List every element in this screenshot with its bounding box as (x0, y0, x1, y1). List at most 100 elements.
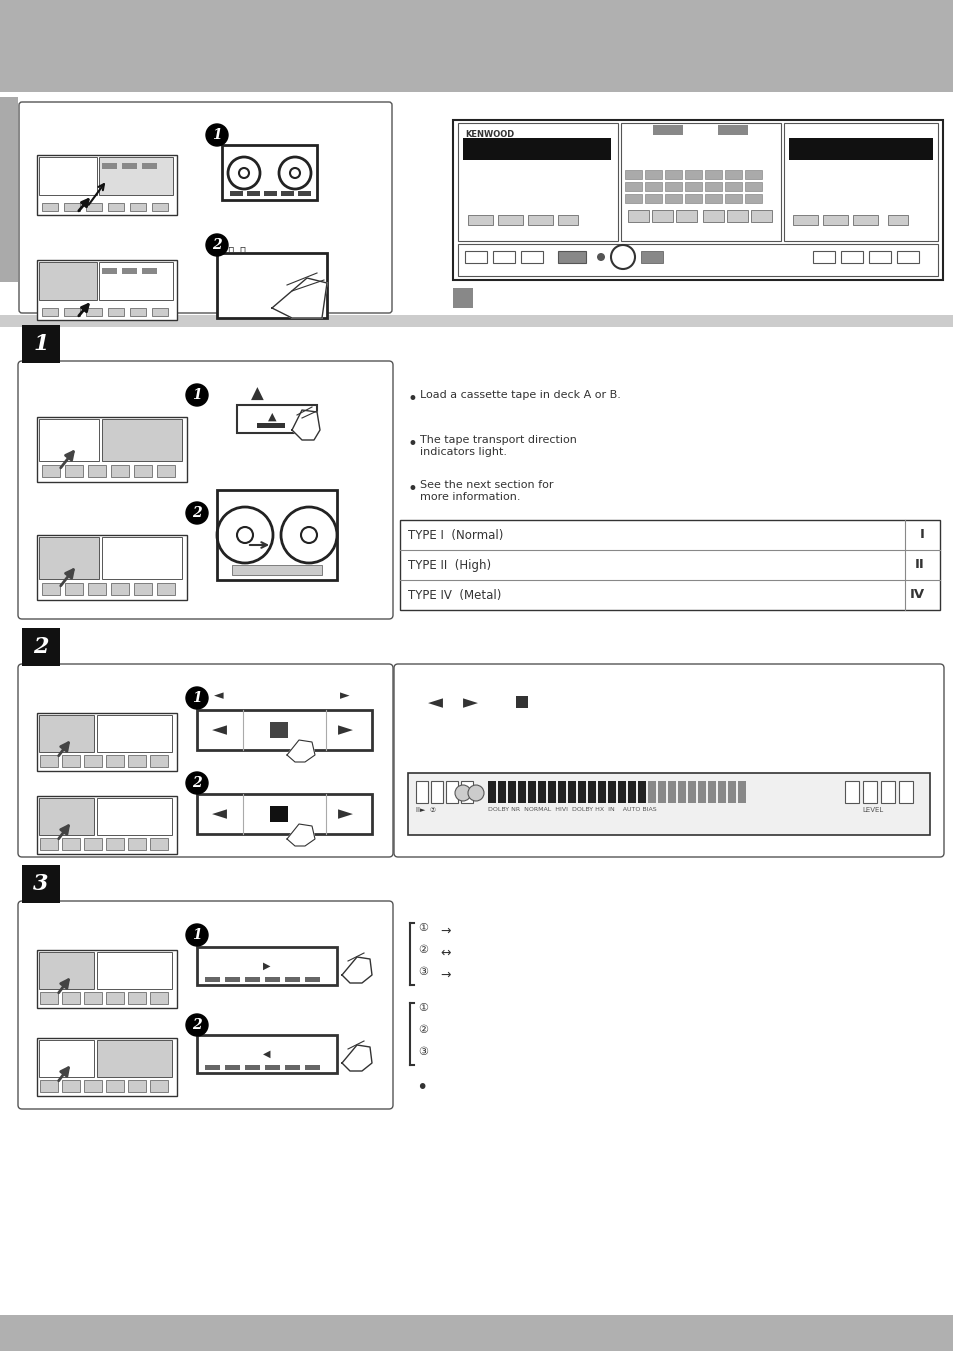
Bar (724, 195, 741, 203)
Bar (133, 465, 152, 477)
Bar (108, 308, 124, 316)
Bar (726, 209, 747, 222)
Bar (247, 190, 260, 196)
Bar (652, 126, 682, 135)
Bar (558, 251, 585, 263)
Bar (822, 215, 847, 226)
Bar (106, 992, 124, 1004)
Circle shape (186, 771, 208, 794)
Bar (788, 138, 932, 159)
Circle shape (236, 527, 253, 543)
Text: ◄: ◄ (212, 804, 226, 824)
Bar (744, 182, 761, 190)
Text: ▲: ▲ (268, 412, 276, 422)
Bar (457, 123, 618, 240)
Bar (39, 798, 94, 835)
Text: II►  ⑦: II► ⑦ (416, 807, 436, 813)
Circle shape (186, 384, 208, 407)
Polygon shape (341, 957, 372, 984)
Bar (305, 977, 319, 982)
Bar (86, 203, 102, 211)
Bar (462, 162, 610, 212)
Circle shape (468, 785, 483, 801)
Bar (896, 251, 918, 263)
Bar (704, 195, 721, 203)
Bar (297, 190, 311, 196)
Bar (547, 781, 556, 802)
FancyBboxPatch shape (18, 663, 393, 857)
Bar (727, 781, 735, 802)
Bar (150, 755, 168, 767)
Bar (750, 209, 771, 222)
Bar (898, 781, 912, 802)
Bar (399, 520, 939, 611)
Text: ③: ③ (417, 967, 428, 977)
Bar (245, 977, 260, 982)
Bar (196, 1035, 336, 1073)
Bar (62, 755, 80, 767)
Bar (130, 308, 146, 316)
Bar (39, 536, 99, 580)
Circle shape (455, 785, 471, 801)
Bar (702, 209, 723, 222)
Bar (40, 1079, 58, 1092)
Bar (42, 308, 58, 316)
Text: 2: 2 (212, 238, 222, 253)
Bar (852, 215, 877, 226)
Bar (527, 215, 553, 226)
Bar (507, 781, 516, 802)
Bar (558, 781, 565, 802)
Text: •: • (408, 480, 417, 499)
Bar (99, 157, 172, 195)
Text: ►: ► (340, 689, 350, 703)
Text: IV: IV (909, 589, 924, 601)
FancyBboxPatch shape (394, 663, 943, 857)
Bar (122, 163, 137, 169)
Text: ①: ① (417, 1002, 428, 1013)
Bar (152, 308, 168, 316)
Bar (624, 195, 641, 203)
Bar (216, 253, 327, 317)
Bar (256, 423, 285, 428)
Text: •: • (408, 390, 417, 408)
Bar (488, 781, 496, 802)
Bar (84, 1079, 102, 1092)
Bar (704, 182, 721, 190)
Bar (887, 215, 907, 226)
Bar (39, 157, 97, 195)
Text: ▶: ▶ (263, 961, 271, 971)
Bar (587, 781, 596, 802)
Bar (236, 405, 316, 434)
Bar (578, 781, 585, 802)
Bar (88, 584, 106, 594)
Polygon shape (287, 740, 314, 762)
Bar (285, 1065, 299, 1070)
Text: ↔: ↔ (439, 947, 450, 961)
Text: 2: 2 (192, 775, 202, 790)
Bar (22, 865, 60, 902)
Bar (704, 170, 721, 178)
FancyBboxPatch shape (18, 361, 393, 619)
Bar (265, 1065, 280, 1070)
Bar (718, 781, 725, 802)
Bar (627, 209, 648, 222)
Bar (658, 781, 665, 802)
Bar (0, 315, 953, 327)
Circle shape (239, 168, 249, 178)
Bar (205, 977, 220, 982)
Bar (305, 1065, 319, 1070)
Bar (97, 1040, 172, 1077)
Bar (128, 755, 146, 767)
Bar (281, 190, 294, 196)
Bar (464, 251, 486, 263)
Bar (724, 170, 741, 178)
Bar (37, 417, 187, 482)
Text: DOLBY NR  NORMAL  HIVI  DOLBY HX  IN    AUTO BIAS: DOLBY NR NORMAL HIVI DOLBY HX IN AUTO BI… (488, 807, 656, 812)
Polygon shape (292, 409, 319, 440)
Bar (698, 781, 705, 802)
Bar (862, 781, 876, 802)
Circle shape (301, 527, 316, 543)
Bar (640, 251, 662, 263)
Circle shape (206, 124, 228, 146)
Bar (39, 262, 97, 300)
